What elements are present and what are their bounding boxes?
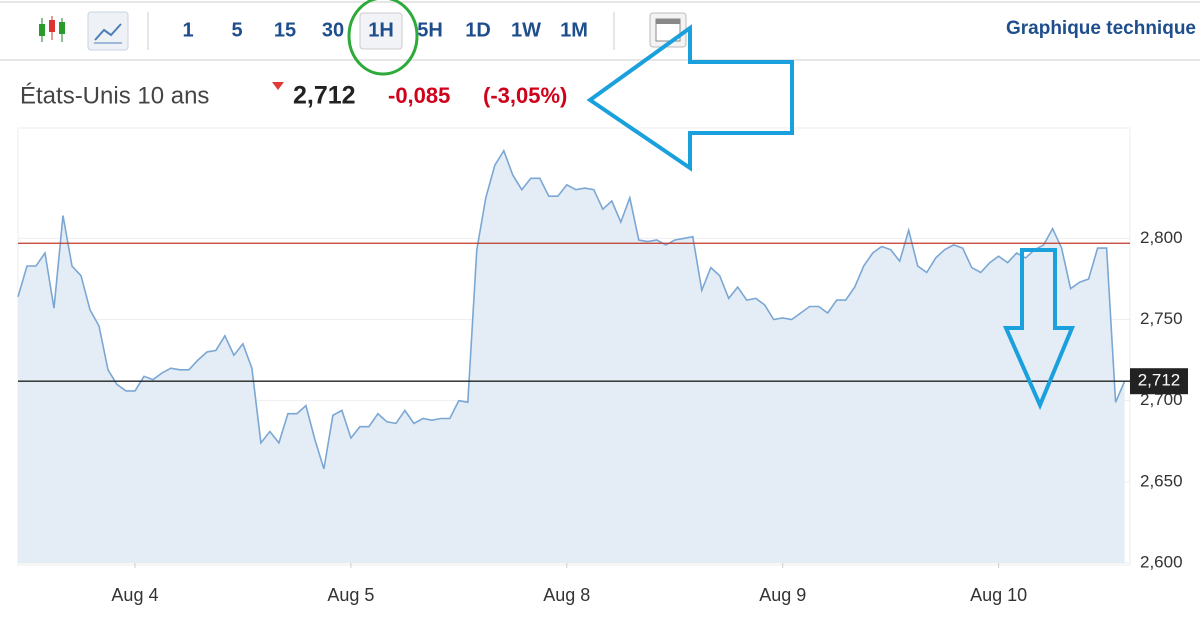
interval-button[interactable]: 1W	[511, 19, 541, 41]
last-price: 2,712	[293, 82, 356, 110]
y-tick-label: 2,600	[1140, 552, 1183, 571]
icon-part	[94, 23, 122, 41]
change-pct: (-3,05%)	[483, 83, 567, 108]
plot: Investing.com	[17, 148, 1130, 568]
annotation-circle	[347, 0, 419, 76]
interval-button[interactable]: 30	[322, 19, 344, 41]
icon-part	[49, 20, 55, 32]
price-line	[17, 148, 1126, 470]
icon-part	[59, 22, 65, 34]
line-icon[interactable]	[87, 11, 129, 51]
last-price-box	[1130, 368, 1188, 395]
tech-chart-link[interactable]: Graphique technique	[1006, 18, 1196, 39]
candle-icon[interactable]	[39, 16, 65, 42]
active-interval-box	[359, 12, 403, 50]
icon-part	[656, 19, 680, 24]
y-tick-label: 2,700	[1140, 390, 1183, 409]
x-tick-label: Aug 4	[111, 585, 158, 605]
last-price-label: 2,712	[1138, 371, 1181, 390]
annotation-arrow	[1002, 248, 1075, 411]
icon-part	[39, 24, 45, 36]
interval-button[interactable]: 1H	[368, 19, 394, 41]
interval-button[interactable]: 1M	[560, 19, 588, 41]
icon-box	[87, 11, 129, 51]
area	[18, 150, 1125, 563]
x-tick-label: Aug 9	[759, 585, 806, 605]
x-tick-label: Aug 5	[327, 585, 374, 605]
down-indicator	[272, 82, 284, 90]
y-tick-label: 2,650	[1140, 471, 1183, 490]
interval-button[interactable]: 1D	[465, 19, 491, 41]
interval-button[interactable]: 1	[182, 19, 193, 41]
y-tick-label: 2,800	[1140, 228, 1183, 247]
interval-button[interactable]: 5	[231, 19, 242, 41]
change: -0,085	[388, 83, 450, 108]
instrument-name: États-Unis 10 ans	[20, 82, 209, 109]
interval-button[interactable]: 15	[274, 19, 296, 41]
annotation-arrow	[586, 24, 794, 172]
x-tick-label: Aug 10	[970, 585, 1027, 605]
y-tick-label: 2,750	[1140, 309, 1183, 328]
x-tick-label: Aug 8	[543, 585, 590, 605]
interval-button[interactable]: 5H	[417, 19, 443, 41]
